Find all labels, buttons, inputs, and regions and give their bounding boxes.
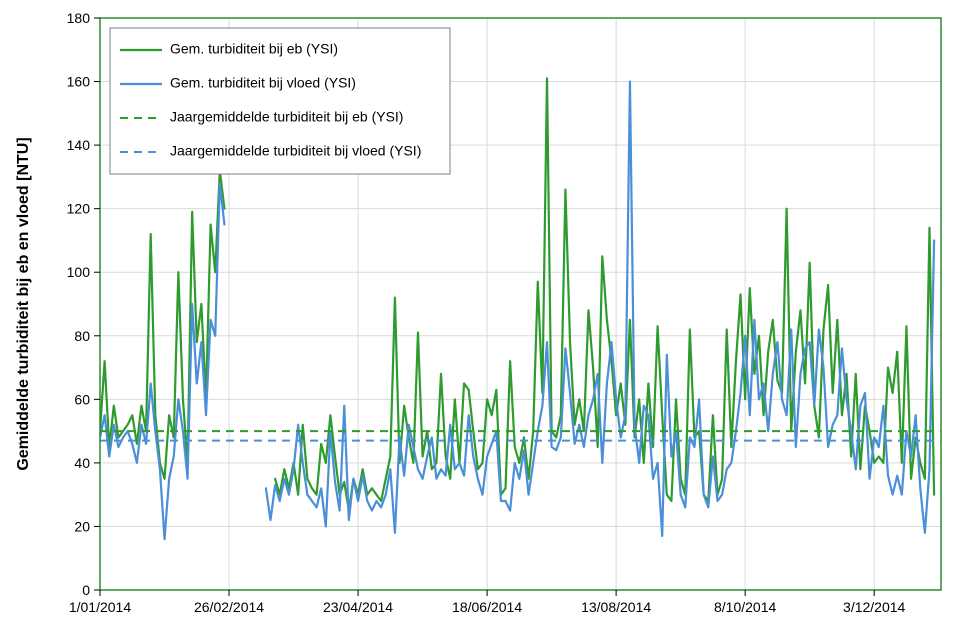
xtick-label: 18/06/2014: [452, 599, 522, 615]
xtick-label: 26/02/2014: [194, 599, 264, 615]
ytick-label: 180: [67, 10, 91, 26]
ytick-label: 140: [67, 137, 91, 153]
ytick-label: 120: [67, 201, 91, 217]
y-axis-label: Gemiddelde turbiditeit bij eb en vloed […: [15, 137, 32, 470]
legend-label-eb-mean: Jaargemiddelde turbiditeit bij eb (YSI): [170, 109, 403, 125]
ytick-label: 80: [74, 328, 90, 344]
turbidity-chart: 0 20 40 60 80 100 120 140 160 180 1/01/2014 26/02/2…: [0, 0, 961, 630]
ytick-label: 100: [67, 264, 91, 280]
xtick-label: 8/10/2014: [714, 599, 776, 615]
ytick-label: 20: [74, 518, 90, 534]
legend-label-vloed-mean: Jaargemiddelde turbiditeit bij vloed (YS…: [170, 143, 421, 159]
xtick-label: 23/04/2014: [323, 599, 393, 615]
xtick-label: 3/12/2014: [843, 599, 905, 615]
legend-label-eb: Gem. turbiditeit bij eb (YSI): [170, 41, 338, 57]
legend: Gem. turbiditeit bij eb (YSI) Gem. turbid…: [110, 28, 450, 174]
ytick-label: 160: [67, 74, 91, 90]
chart-svg: 0 20 40 60 80 100 120 140 160 180 1/01/2014 26/02/2…: [0, 0, 961, 630]
xtick-label: 13/08/2014: [581, 599, 651, 615]
ytick-label: 0: [82, 582, 90, 598]
ytick-label: 40: [74, 455, 90, 471]
xtick-label: 1/01/2014: [69, 599, 131, 615]
ytick-label: 60: [74, 391, 90, 407]
legend-label-vloed: Gem. turbiditeit bij vloed (YSI): [170, 75, 356, 91]
